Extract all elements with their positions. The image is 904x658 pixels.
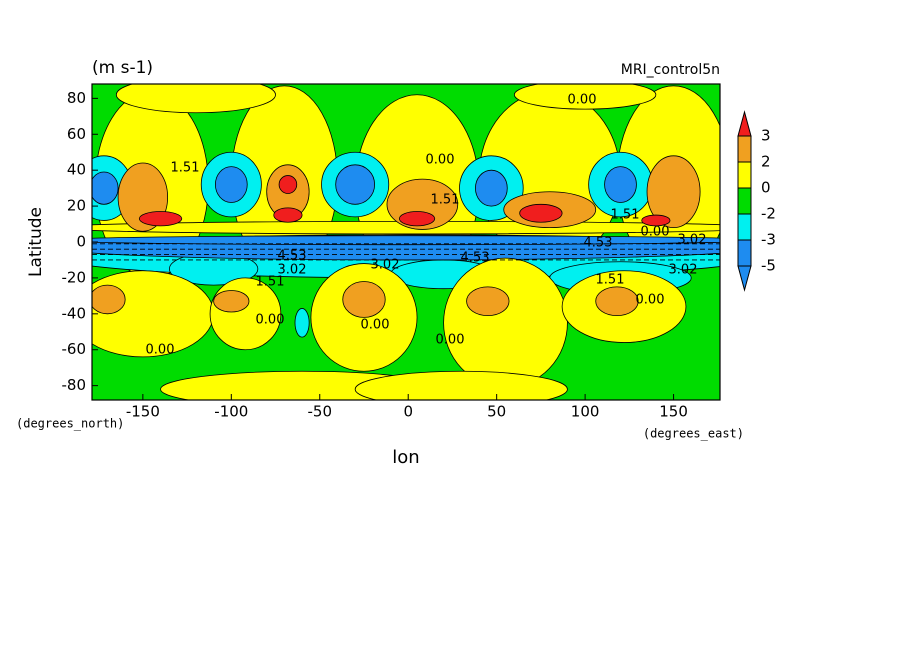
contour-label: 3.02 [669, 263, 698, 278]
contour-label: 3.02 [278, 263, 307, 278]
x-tick-label: 100 [571, 403, 600, 421]
x-tick-label: -150 [126, 403, 160, 421]
x-tick-label: 0 [403, 403, 413, 421]
contour-region [342, 281, 386, 318]
contour-label: 1.51 [611, 208, 640, 223]
y-tick-label: 0 [76, 233, 86, 251]
contour-label: 4.53 [584, 236, 613, 251]
contour-region [92, 235, 720, 246]
colorbar-cap [737, 265, 752, 292]
x-tick-label: -100 [214, 403, 248, 421]
contour-label: 0.00 [256, 313, 285, 328]
x-axis-label: lon [392, 447, 419, 468]
contour-region [466, 286, 510, 317]
contour-region [354, 370, 568, 400]
colorbar-label: -5 [761, 257, 776, 275]
colorbar-segment [737, 213, 752, 241]
contour-label: 0.00 [636, 293, 665, 308]
y-tick-label: -60 [62, 340, 87, 358]
contour-region [475, 169, 508, 207]
contour-label: 4.53 [278, 249, 307, 264]
contour-label: 4.53 [461, 251, 490, 266]
contour-label: 3.02 [678, 233, 707, 248]
x-tick-label: 50 [487, 403, 506, 421]
contour-region [595, 286, 639, 317]
contour-region [213, 290, 250, 313]
colorbar-segment [737, 239, 752, 267]
colorbar-cap [737, 110, 752, 137]
y-tick-label: 60 [67, 125, 86, 143]
contour-region [646, 155, 701, 229]
contour-region [115, 84, 276, 114]
x-unit: (degrees_east) [643, 427, 744, 441]
y-tick-label: -40 [62, 304, 87, 322]
contour-label: 1.51 [256, 275, 285, 290]
contour-label: 0.00 [568, 93, 597, 108]
contour-region [398, 211, 436, 227]
contour-region [335, 164, 375, 205]
contour-label: 0.00 [426, 153, 455, 168]
colorbar-segment [737, 135, 752, 163]
contour-label: 3.02 [371, 258, 400, 273]
contour-label: 1.51 [596, 273, 625, 288]
x-tick-label: -50 [308, 403, 333, 421]
contour-region [294, 308, 310, 338]
contour-label: 0.00 [641, 225, 670, 240]
x-tick-label: 150 [659, 403, 688, 421]
contour-region [138, 211, 183, 227]
contour-region [513, 84, 657, 110]
y-tick-label: 20 [67, 197, 86, 215]
y-unit: (degrees_north) [16, 417, 124, 431]
contour-region [273, 207, 303, 223]
y-tick-label: -20 [62, 268, 87, 286]
colorbar-segment [737, 161, 752, 189]
colorbar-label: 0 [761, 179, 771, 197]
colorbar-label: 2 [761, 153, 771, 171]
contour-label: 0.00 [361, 318, 390, 333]
contour-label: 1.51 [171, 161, 200, 176]
contour-region [92, 284, 126, 315]
chart-title: (m s-1) [92, 58, 153, 78]
contour-region [604, 166, 637, 203]
colorbar-segment [737, 187, 752, 215]
contour-region [641, 214, 671, 227]
y-axis-label: Latitude [26, 207, 46, 277]
y-tick-label: 40 [67, 161, 86, 179]
contour-region [214, 166, 248, 203]
contour-region [278, 175, 298, 194]
contour-region [92, 171, 119, 205]
colorbar-label: -3 [761, 231, 776, 249]
chart-subtitle: MRI_control5n [621, 62, 720, 78]
y-tick-label: -80 [62, 376, 87, 394]
contour-region [519, 203, 563, 223]
contour-label: 0.00 [436, 333, 465, 348]
contour-label: 1.51 [431, 193, 460, 208]
colorbar-label: 3 [761, 127, 771, 145]
contour-label: 0.00 [146, 343, 175, 358]
y-tick-label: 80 [67, 89, 86, 107]
colorbar-label: -2 [761, 205, 776, 223]
contour-region [443, 257, 568, 388]
contour-field: 0.000.000.000.000.000.000.000.001.511.51… [92, 84, 720, 400]
